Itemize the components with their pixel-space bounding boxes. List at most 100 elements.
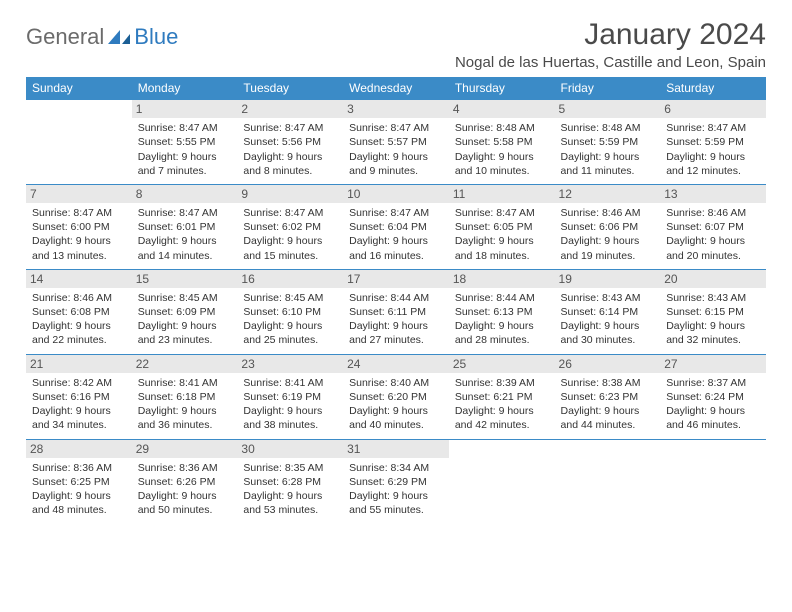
daylight-line-1: Daylight: 9 hours <box>666 404 760 418</box>
sunrise-line: Sunrise: 8:43 AM <box>666 291 760 305</box>
sunset-line: Sunset: 5:59 PM <box>666 135 760 149</box>
daylight-line-1: Daylight: 9 hours <box>455 404 549 418</box>
title-block: January 2024 Nogal de las Huertas, Casti… <box>455 18 766 71</box>
sunrise-line: Sunrise: 8:35 AM <box>243 461 337 475</box>
daylight-line-2: and 50 minutes. <box>138 503 232 517</box>
daylight-line-1: Daylight: 9 hours <box>455 150 549 164</box>
daylight-line-2: and 18 minutes. <box>455 249 549 263</box>
sunrise-line: Sunrise: 8:46 AM <box>561 206 655 220</box>
day-number: 15 <box>132 270 238 288</box>
daylight-line-2: and 23 minutes. <box>138 333 232 347</box>
daylight-line-1: Daylight: 9 hours <box>243 489 337 503</box>
daylight-line-1: Daylight: 9 hours <box>243 234 337 248</box>
calendar-cell: 31 Sunrise: 8:34 AMSunset: 6:29 PMDayligh… <box>343 439 449 523</box>
calendar-cell: 1Sunrise: 8:47 AMSunset: 5:55 PMDaylight… <box>132 100 238 185</box>
sunrise-line: Sunrise: 8:46 AM <box>666 206 760 220</box>
daylight-line-2: and 25 minutes. <box>243 333 337 347</box>
sunrise-line: Sunrise: 8:47 AM <box>349 206 443 220</box>
day-details: Sunrise: 8:34 AMSunset: 6:29 PMDaylight:… <box>349 461 443 518</box>
calendar-cell: 16Sunrise: 8:45 AMSunset: 6:10 PMDayligh… <box>237 269 343 354</box>
sunrise-line: Sunrise: 8:42 AM <box>32 376 126 390</box>
calendar-cell: 17Sunrise: 8:44 AMSunset: 6:11 PMDayligh… <box>343 269 449 354</box>
daylight-line-1: Daylight: 9 hours <box>243 150 337 164</box>
sunrise-line: Sunrise: 8:34 AM <box>349 461 443 475</box>
daylight-line-1: Daylight: 9 hours <box>349 150 443 164</box>
daylight-line-1: Daylight: 9 hours <box>561 404 655 418</box>
sunrise-line: Sunrise: 8:36 AM <box>32 461 126 475</box>
logo-text-general: General <box>26 24 104 50</box>
calendar-cell: 18 Sunrise: 8:44 AMSunset: 6:13 PMDayligh… <box>449 269 555 354</box>
day-details: Sunrise: 8:45 AMSunset: 6:09 PMDaylight:… <box>138 291 232 348</box>
daylight-line-2: and 30 minutes. <box>561 333 655 347</box>
calendar-row: 1Sunrise: 8:47 AMSunset: 5:55 PMDaylight… <box>26 100 766 185</box>
weekday-header: Friday <box>555 77 661 100</box>
sunrise-line: Sunrise: 8:47 AM <box>138 121 232 135</box>
calendar-row: 28Sunrise: 8:36 AMSunset: 6:25 PMDayligh… <box>26 439 766 523</box>
calendar-head: SundayMondayTuesdayWednesdayThursdayFrid… <box>26 77 766 100</box>
month-title: January 2024 <box>455 18 766 52</box>
sunrise-line: Sunrise: 8:47 AM <box>32 206 126 220</box>
day-number: 3 <box>343 100 449 118</box>
sunrise-line: Sunrise: 8:41 AM <box>138 376 232 390</box>
daylight-line-1: Daylight: 9 hours <box>243 404 337 418</box>
sunset-line: Sunset: 6:02 PM <box>243 220 337 234</box>
daylight-line-2: and 40 minutes. <box>349 418 443 432</box>
day-details: Sunrise: 8:47 AMSunset: 6:00 PMDaylight:… <box>32 206 126 263</box>
day-number: 2 <box>237 100 343 118</box>
daylight-line-2: and 36 minutes. <box>138 418 232 432</box>
day-number: 9 <box>237 185 343 203</box>
daylight-line-2: and 55 minutes. <box>349 503 443 517</box>
weekday-header: Thursday <box>449 77 555 100</box>
day-details: Sunrise: 8:44 AMSunset: 6:13 PMDaylight:… <box>455 291 549 348</box>
daylight-line-1: Daylight: 9 hours <box>349 234 443 248</box>
sunset-line: Sunset: 5:55 PM <box>138 135 232 149</box>
daylight-line-2: and 15 minutes. <box>243 249 337 263</box>
day-number: 24 <box>343 355 449 373</box>
calendar-cell: 14Sunrise: 8:46 AMSunset: 6:08 PMDayligh… <box>26 269 132 354</box>
calendar-cell: 20Sunrise: 8:43 AMSunset: 6:15 PMDayligh… <box>660 269 766 354</box>
daylight-line-2: and 9 minutes. <box>349 164 443 178</box>
day-number: 11 <box>449 185 555 203</box>
day-number: 13 <box>660 185 766 203</box>
calendar-cell: 11 Sunrise: 8:47 AMSunset: 6:05 PMDayligh… <box>449 184 555 269</box>
sunrise-line: Sunrise: 8:43 AM <box>561 291 655 305</box>
day-number: 30 <box>237 440 343 458</box>
sunrise-line: Sunrise: 8:36 AM <box>138 461 232 475</box>
daylight-line-1: Daylight: 9 hours <box>32 404 126 418</box>
sunset-line: Sunset: 6:08 PM <box>32 305 126 319</box>
calendar-cell: 29Sunrise: 8:36 AMSunset: 6:26 PMDayligh… <box>132 439 238 523</box>
daylight-line-1: Daylight: 9 hours <box>561 150 655 164</box>
daylight-line-2: and 53 minutes. <box>243 503 337 517</box>
sunrise-line: Sunrise: 8:37 AM <box>666 376 760 390</box>
calendar-cell: 3Sunrise: 8:47 AMSunset: 5:57 PMDaylight… <box>343 100 449 185</box>
sunset-line: Sunset: 6:10 PM <box>243 305 337 319</box>
day-details: Sunrise: 8:43 AMSunset: 6:14 PMDaylight:… <box>561 291 655 348</box>
calendar-cell: 5Sunrise: 8:48 AMSunset: 5:59 PMDaylight… <box>555 100 661 185</box>
sunset-line: Sunset: 5:57 PM <box>349 135 443 149</box>
sunset-line: Sunset: 6:01 PM <box>138 220 232 234</box>
day-number: 25 <box>449 355 555 373</box>
sunset-line: Sunset: 6:13 PM <box>455 305 549 319</box>
daylight-line-1: Daylight: 9 hours <box>561 234 655 248</box>
sunrise-line: Sunrise: 8:44 AM <box>455 291 549 305</box>
day-number: 22 <box>132 355 238 373</box>
day-number: 10 <box>343 185 449 203</box>
day-number: 31 <box>343 440 449 458</box>
sunset-line: Sunset: 6:05 PM <box>455 220 549 234</box>
daylight-line-2: and 7 minutes. <box>138 164 232 178</box>
day-number: 7 <box>26 185 132 203</box>
sunset-line: Sunset: 6:26 PM <box>138 475 232 489</box>
weekday-header: Monday <box>132 77 238 100</box>
calendar-cell: 30Sunrise: 8:35 AMSunset: 6:28 PMDayligh… <box>237 439 343 523</box>
day-details: Sunrise: 8:41 AMSunset: 6:18 PMDaylight:… <box>138 376 232 433</box>
day-details: Sunrise: 8:47 AMSunset: 6:05 PMDaylight:… <box>455 206 549 263</box>
day-number: 18 <box>449 270 555 288</box>
logo-text-blue: Blue <box>134 24 178 50</box>
day-details: Sunrise: 8:43 AMSunset: 6:15 PMDaylight:… <box>666 291 760 348</box>
day-number: 23 <box>237 355 343 373</box>
sunset-line: Sunset: 6:11 PM <box>349 305 443 319</box>
sunrise-line: Sunrise: 8:47 AM <box>666 121 760 135</box>
sunset-line: Sunset: 6:18 PM <box>138 390 232 404</box>
calendar-cell: 22 Sunrise: 8:41 AMSunset: 6:18 PMDayligh… <box>132 354 238 439</box>
sunrise-line: Sunrise: 8:48 AM <box>455 121 549 135</box>
